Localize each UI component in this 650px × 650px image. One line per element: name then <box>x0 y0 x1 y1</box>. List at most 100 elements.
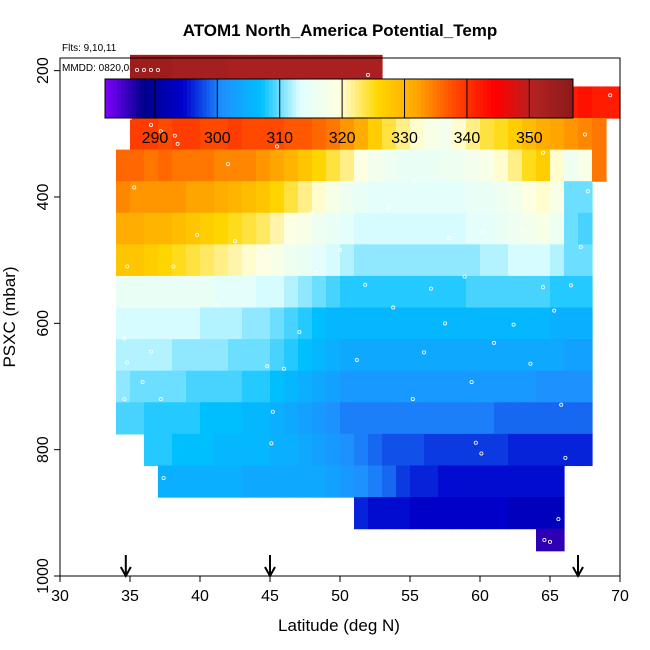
observation-point <box>491 340 496 345</box>
colorbar-segment <box>561 79 566 118</box>
observation-point <box>428 286 433 291</box>
heatmap-cell <box>494 339 509 372</box>
heatmap-cell <box>340 181 355 214</box>
observation-point <box>480 229 485 234</box>
heatmap-cell <box>172 339 187 372</box>
y-tick-label: 400 <box>35 184 52 211</box>
observation-point <box>175 141 180 146</box>
heatmap-cell <box>284 244 299 277</box>
observation-point <box>528 361 533 366</box>
observation-point <box>563 455 568 460</box>
colorbar-segment <box>526 79 531 118</box>
heatmap-cell <box>270 370 285 403</box>
observation-point <box>442 321 447 326</box>
heatmap-cell <box>340 433 355 467</box>
colorbar-segment <box>378 79 383 118</box>
heatmap-cell <box>536 275 551 309</box>
heatmap-cell <box>284 307 299 340</box>
observation-point <box>592 366 597 371</box>
heatmap-cell <box>522 402 537 435</box>
colorbar-segment <box>534 79 539 118</box>
colorbar-segment <box>569 79 574 118</box>
heatmap-cell <box>368 402 383 435</box>
heatmap-cell <box>410 497 425 530</box>
heatmap-cell <box>354 307 369 340</box>
heatmap-cell <box>424 370 439 403</box>
heatmap-cell <box>550 528 565 552</box>
heatmap-cell <box>410 465 425 498</box>
colorbar-segment <box>222 79 227 118</box>
colorbar-segment <box>136 79 141 118</box>
heatmap-cell <box>130 339 145 372</box>
heatmap-cell <box>578 275 593 309</box>
heatmap-cell <box>508 370 523 403</box>
heatmap-cell <box>172 149 187 182</box>
heatmap-cell <box>298 370 313 403</box>
colorbar-segment <box>537 79 543 118</box>
heatmap-cell <box>158 370 173 403</box>
heatmap-cell <box>130 149 145 182</box>
heatmap-cell <box>326 307 341 340</box>
observation-point <box>214 302 219 307</box>
observation-point <box>412 179 417 184</box>
flight-arrow <box>264 555 276 579</box>
x-tick-label: 50 <box>331 588 349 605</box>
colorbar-tick-label: 320 <box>329 130 356 147</box>
heatmap-cell <box>522 433 537 467</box>
heatmap-cell <box>550 181 565 214</box>
heatmap-cell <box>256 465 271 498</box>
heatmap-cell <box>536 118 551 151</box>
heatmap-cell <box>536 465 551 498</box>
heatmap-cell <box>242 402 257 435</box>
heatmap-cell <box>242 118 257 151</box>
colorbar-segment <box>241 79 246 118</box>
heatmap-cell <box>172 402 187 435</box>
heatmap-cell <box>158 339 173 372</box>
observation-point <box>541 150 546 155</box>
heatmap-cell <box>354 339 369 372</box>
colorbar-segment <box>245 79 250 118</box>
heatmap-cell <box>410 275 425 309</box>
heatmap-cell <box>186 212 201 245</box>
colorbar-segment <box>218 79 223 118</box>
heatmap-cell <box>116 244 131 277</box>
heatmap-cell <box>214 402 229 435</box>
heatmap-cell <box>466 433 481 467</box>
colorbar-segment <box>463 79 469 118</box>
heatmap-cell <box>522 339 537 372</box>
colorbar-segment <box>420 79 426 118</box>
x-tick-label: 40 <box>191 588 209 605</box>
heatmap-cell <box>536 149 551 182</box>
heatmap-cell <box>578 212 593 245</box>
observation-point <box>462 274 467 279</box>
heatmap-cell <box>578 307 593 340</box>
heatmap-cell <box>242 307 257 340</box>
colorbar-segment <box>467 79 473 118</box>
heatmap-cell <box>172 370 187 403</box>
heatmap-cell <box>452 433 467 467</box>
colorbar-segment <box>108 79 114 118</box>
colorbar-segment <box>261 79 266 118</box>
heatmap-cell <box>578 86 593 119</box>
heatmap-cell <box>452 465 467 498</box>
heatmap-cell <box>452 244 467 277</box>
heatmap-cell <box>480 402 495 435</box>
colorbar-segment <box>510 79 515 118</box>
heatmap-cell <box>424 181 439 214</box>
y-tick-label: 1000 <box>35 558 52 594</box>
colorbar-segment <box>140 79 145 118</box>
heatmap-cell <box>606 86 621 119</box>
colorbar-segment <box>401 79 406 118</box>
heatmap-cell <box>424 433 439 467</box>
heatmap-cell <box>298 402 313 435</box>
heatmap-cell <box>284 118 299 151</box>
colorbar-segment <box>417 79 422 118</box>
observation-point <box>132 185 137 190</box>
heatmap-cell <box>214 149 229 182</box>
heatmap-cell <box>522 149 537 182</box>
colorbar-segment <box>502 79 508 118</box>
colorbar-tick-label: 340 <box>454 130 481 147</box>
heatmap-cell <box>298 181 313 214</box>
heatmap-cell <box>382 497 397 530</box>
heatmap-cell <box>368 212 383 245</box>
